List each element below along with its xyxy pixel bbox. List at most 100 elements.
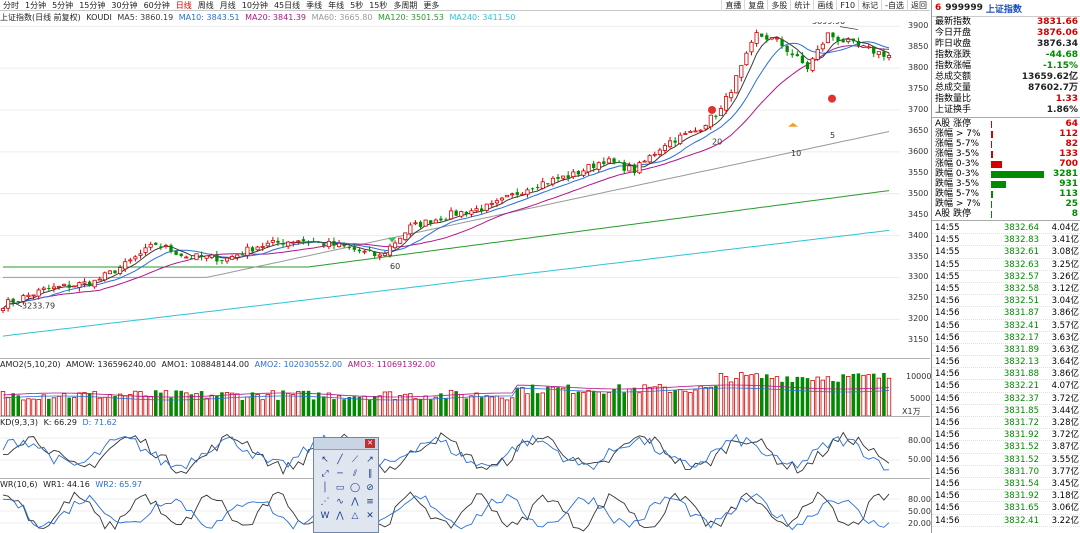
- toolbar-button[interactable]: 统计: [790, 0, 813, 11]
- volume-bar: [667, 392, 673, 416]
- tick-amount: 3.08亿: [1051, 247, 1079, 258]
- period-tab[interactable]: 月线: [219, 0, 236, 10]
- toolbar-button[interactable]: F10: [836, 0, 858, 11]
- cursor-icon[interactable]: ↖: [321, 454, 329, 465]
- drawing-tools-palette[interactable]: ✕ ↖ ╱ ⟋ ↗ ⤢ ─ ⫽ ∥ │ ▭ ◯ ⊘ ⋰ ∿ ⋀ ≡ W ⋀ △ ✕: [313, 437, 379, 533]
- parallel-icon[interactable]: ∥: [367, 468, 373, 479]
- cancel-icon[interactable]: ⊘: [366, 482, 374, 493]
- line-icon[interactable]: ╱: [337, 454, 343, 465]
- ma10-line: [2, 41, 890, 309]
- volume-bar: [56, 395, 62, 416]
- period-tab[interactable]: 更多: [423, 0, 440, 10]
- period-tab[interactable]: 30分钟: [111, 0, 138, 10]
- tick-list[interactable]: 14:55 3832.64 4.04亿 14:55 3832.83 3.41亿 14:55 3…: [932, 222, 1080, 527]
- period-tab[interactable]: 年线: [328, 0, 345, 10]
- panel-header[interactable]: 6 999999 上证指数: [932, 0, 1080, 17]
- volume-bar: [326, 392, 332, 416]
- volume-bar: [744, 374, 749, 416]
- volume-bar: [245, 396, 250, 416]
- period-tab[interactable]: 1分钟: [25, 0, 47, 10]
- cross-icon[interactable]: ✕: [366, 510, 374, 521]
- volume-bar: [525, 393, 530, 416]
- vol-unit: X1万: [902, 407, 921, 416]
- tick-price: 3832.51: [1003, 296, 1039, 307]
- period-tab[interactable]: 周线: [197, 0, 214, 10]
- circle-icon[interactable]: ◯: [349, 482, 361, 493]
- zigzag-icon[interactable]: ⋀: [351, 496, 359, 507]
- candle-body: [220, 259, 224, 261]
- candle-body: [499, 197, 505, 201]
- candle-body: [148, 243, 153, 248]
- toolbar-button[interactable]: -自选: [881, 0, 907, 11]
- palette-titlebar[interactable]: ✕: [314, 438, 378, 450]
- volume-bar: [347, 396, 352, 416]
- ma120-value: MA120: 3501.53: [377, 13, 444, 22]
- toolbar-button[interactable]: 画线: [813, 0, 836, 11]
- peak-icon[interactable]: ⋀: [336, 510, 344, 521]
- period-tab[interactable]: 60分钟: [143, 0, 170, 10]
- breadth-bar-track: [991, 120, 1044, 128]
- wave-icon[interactable]: ∿: [336, 496, 344, 507]
- period-tab[interactable]: 45日线: [273, 0, 301, 10]
- period-tab[interactable]: 15分钟: [79, 0, 106, 10]
- candle-body: [683, 133, 688, 135]
- price-tick: 3350: [908, 251, 929, 261]
- volume-bar: [235, 393, 240, 416]
- period-tab[interactable]: 5分钟: [52, 0, 74, 10]
- tick-row: 14:55 3832.57 3.26亿: [932, 271, 1080, 283]
- volume-bar: [250, 392, 255, 416]
- tick-time: 14:56: [935, 418, 960, 428]
- toolbar-button[interactable]: 标记: [858, 0, 881, 11]
- candle-body: [118, 267, 123, 274]
- price-tick: 3600: [908, 146, 929, 156]
- volume-bar: [26, 398, 31, 416]
- volume-bar: [795, 376, 800, 416]
- tick-time: 14:56: [935, 320, 960, 331]
- wr2-value: WR2: 65.97: [95, 480, 143, 489]
- period-tab[interactable]: 10分钟: [241, 0, 268, 10]
- vline-icon[interactable]: │: [322, 482, 328, 493]
- tri-icon[interactable]: △: [351, 510, 359, 521]
- amo3-value: AMO3: 110691392.00: [347, 360, 436, 369]
- period-tab[interactable]: 多周期: [393, 0, 418, 10]
- candle-body: [403, 232, 408, 241]
- w-icon[interactable]: W: [320, 510, 330, 521]
- ray-icon[interactable]: ⟋: [351, 454, 359, 465]
- toolbar-button[interactable]: 返回: [907, 0, 930, 11]
- candle-body: [693, 130, 698, 133]
- quote-value: 87602.7万: [1028, 83, 1078, 93]
- tick-amount: 3.63亿: [1051, 332, 1079, 343]
- volume-bar: [673, 390, 677, 416]
- period-tab[interactable]: 分时: [3, 0, 19, 10]
- trend-icon[interactable]: ⤢: [321, 468, 329, 479]
- rect-icon[interactable]: ▭: [335, 482, 345, 493]
- period-tab[interactable]: 季线: [306, 0, 323, 10]
- fib-icon[interactable]: ≡: [366, 496, 374, 507]
- candle-body: [439, 218, 443, 221]
- wr-chart[interactable]: [0, 490, 930, 533]
- candle-body: [107, 270, 112, 275]
- channel-icon[interactable]: ⫽: [352, 468, 357, 479]
- candle-body: [882, 51, 886, 57]
- candle-body: [306, 242, 311, 244]
- high-price-label: 3899.96: [812, 22, 845, 26]
- toolbar-button[interactable]: 直播: [721, 0, 744, 11]
- signal-dot-red: [828, 94, 836, 103]
- toolbar-button[interactable]: 多股: [767, 0, 790, 11]
- close-icon[interactable]: ✕: [365, 439, 375, 448]
- toolbar-button[interactable]: 复盘: [744, 0, 767, 11]
- hline-icon[interactable]: ─: [337, 468, 343, 479]
- volume-chart[interactable]: [0, 370, 930, 416]
- candle-body: [846, 38, 851, 42]
- kd-chart[interactable]: [0, 428, 930, 478]
- kline-chart[interactable]: 3899.96 3233.79 60 20 10 5: [0, 22, 930, 357]
- period-tab[interactable]: 5秒: [350, 0, 364, 10]
- period-tab[interactable]: 日线: [175, 0, 192, 10]
- volume-bar: [805, 378, 810, 416]
- breadth-count: 64: [1065, 119, 1078, 129]
- arrow-icon[interactable]: ↗: [366, 454, 374, 465]
- candle-body: [703, 125, 708, 130]
- period-tab[interactable]: 15秒: [369, 0, 388, 10]
- volume-bar: [581, 391, 586, 416]
- fan-icon[interactable]: ⋰: [320, 496, 330, 507]
